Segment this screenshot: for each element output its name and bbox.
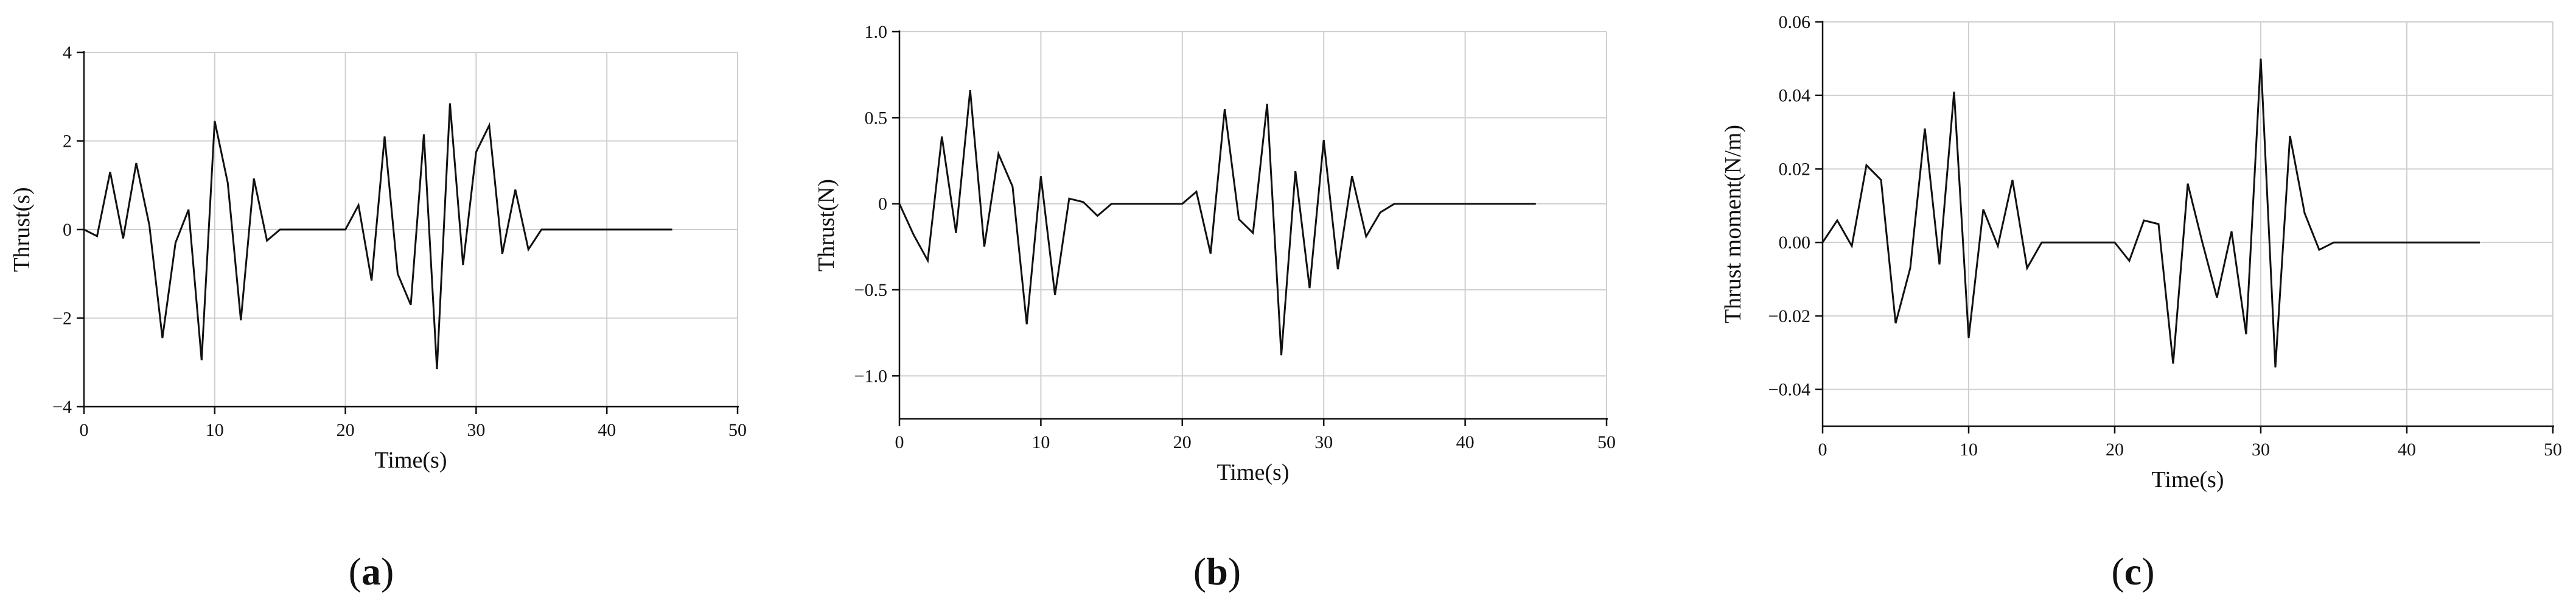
chart-panel-a: 0 10 20 30 40 50 −4 −2 0 2 4 Time(s) Thrust(s) (a) [9,43,747,593]
x-tick-label: 40 [2398,440,2416,460]
x-tick-label: 40 [598,420,616,440]
x-tick-label: 50 [1597,432,1616,452]
panel-caption: (a) [349,550,394,593]
x-tick-label: 50 [728,420,747,440]
chart-panel-b: 0 10 20 30 40 50 −1.0 −0.5 0 0.5 1.0 Time(s) Thrust(… [814,22,1616,593]
y-tick-label: −2 [52,309,72,329]
y-tick-label: 0 [63,220,72,240]
y-tick-label: −1.0 [854,366,887,386]
y-tick-label: −4 [52,397,72,417]
y-tick-label: 4 [63,43,72,63]
x-tick-label: 0 [895,432,904,452]
y-tick-label: −0.04 [1768,380,1810,400]
x-axis-label: Time(s) [1217,460,1290,485]
x-tick-label: 30 [2252,440,2270,460]
y-tick-label: 0.5 [865,108,888,128]
x-tick-label: 0 [80,420,89,440]
series-line [1821,58,2480,368]
x-tick-label: 20 [2106,440,2124,460]
x-tick-label: 10 [1960,440,1978,460]
x-axis-label: Time(s) [2152,467,2224,493]
y-tick-label: 1.0 [865,22,888,42]
y-tick-label: −0.02 [1768,306,1810,326]
y-axis-label: Thrust(N) [814,179,839,272]
y-tick-label: 2 [63,132,72,152]
y-tick-label: 0.06 [1779,12,1811,32]
y-tick-label: −0.5 [854,280,887,300]
series-line [83,103,672,370]
x-tick-label: 20 [337,420,355,440]
x-tick-label: 20 [1173,432,1192,452]
x-tick-label: 0 [1818,440,1827,460]
y-tick-label: 0.02 [1779,159,1811,179]
x-tick-label: 30 [1314,432,1333,452]
series-line [898,89,1536,356]
y-tick-label: 0.00 [1779,233,1811,253]
y-axis-label: Thrust(s) [9,187,35,272]
x-tick-label: 50 [2544,440,2562,460]
x-axis-label: Time(s) [375,447,447,473]
y-tick-label: 0.04 [1779,86,1811,106]
y-tick-label: 0 [878,194,887,214]
chart-panel-c: 0 10 20 30 40 50 −0.04 −0.02 0.00 0.02 0.04 0.06 Tim… [1720,12,2562,593]
y-axis-label: Thrust moment(N/m) [1720,125,1746,323]
panel-caption: (c) [2111,550,2154,593]
x-tick-label: 40 [1456,432,1475,452]
x-tick-label: 10 [1031,432,1050,452]
x-tick-label: 10 [206,420,224,440]
panel-caption: (b) [1193,550,1241,593]
x-tick-label: 30 [467,420,485,440]
